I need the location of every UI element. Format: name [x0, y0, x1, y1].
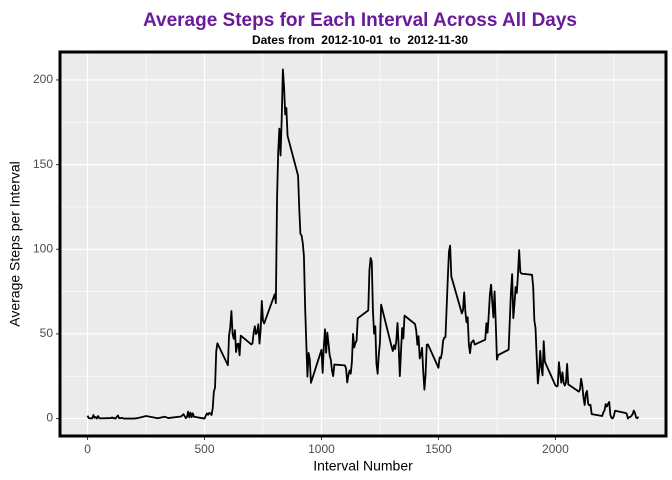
y-tick-label: 200 [33, 72, 53, 86]
y-axis-label: Average Steps per Interval [7, 161, 23, 327]
panel-border [58, 50, 668, 438]
chart-subtitle: Dates from 2012-10-01 to 2012-11-30 [252, 33, 468, 47]
x-tick-label: 500 [194, 442, 214, 456]
data-line [86, 68, 640, 420]
x-tick-label: 1500 [425, 442, 452, 456]
x-tick-label: 0 [84, 442, 91, 456]
x-axis-label: Interval Number [313, 458, 413, 474]
x-tick-label: 2000 [542, 442, 569, 456]
x-tick-label: 1000 [308, 442, 335, 456]
y-tick-label: 150 [33, 157, 53, 171]
chart-title: Average Steps for Each Interval Across A… [143, 10, 577, 31]
y-tick-label: 100 [33, 241, 53, 255]
y-tick-label: 50 [40, 326, 54, 340]
y-tick-label: 0 [46, 411, 53, 425]
panel [60, 52, 666, 436]
